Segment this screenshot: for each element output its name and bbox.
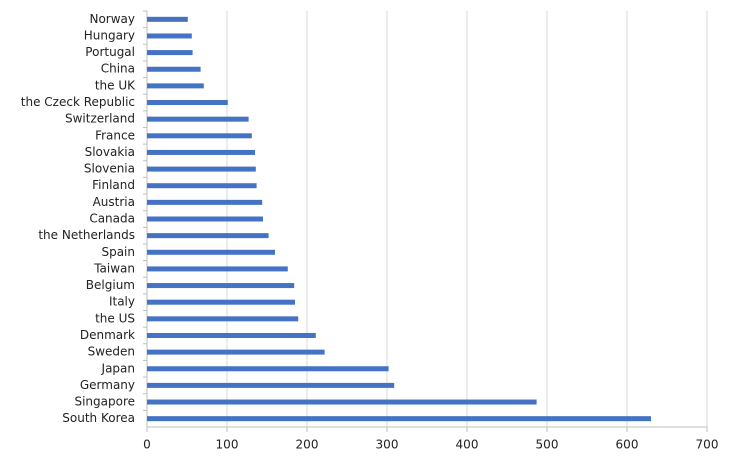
bar: [147, 66, 201, 72]
bar: [147, 332, 316, 338]
y-tick-label: Norway: [89, 12, 135, 26]
bar: [147, 100, 228, 106]
y-tick-label: Switzerland: [65, 112, 135, 126]
bar: [147, 249, 275, 255]
x-tick-label: 700: [696, 438, 719, 452]
y-tick-label: Denmark: [80, 328, 135, 342]
y-tick-label: Slovenia: [84, 162, 135, 176]
bar: [147, 399, 537, 405]
bar: [147, 316, 299, 322]
bar: [147, 83, 204, 89]
bar: [147, 199, 263, 205]
bar: [147, 416, 651, 422]
y-tick-label: the US: [95, 311, 135, 325]
y-tick-label: Italy: [109, 295, 135, 309]
y-tick-label: Hungary: [84, 28, 135, 42]
y-tick-label: South Korea: [62, 411, 135, 425]
x-tick-label: 500: [536, 438, 559, 452]
bar: [147, 216, 263, 222]
x-tick-label: 0: [143, 438, 151, 452]
y-tick-label: the UK: [95, 78, 136, 92]
bar: [147, 116, 249, 122]
y-tick-label: Finland: [92, 178, 135, 192]
y-tick-label: the Netherlands: [38, 228, 135, 242]
y-tick-label: Germany: [80, 378, 135, 392]
bar: [147, 266, 288, 272]
y-tick-label: Austria: [93, 195, 135, 209]
y-tick-label: France: [95, 128, 135, 142]
x-tick-label: 100: [216, 438, 239, 452]
bar: [147, 382, 395, 388]
bar: [147, 133, 252, 139]
y-tick-label: Taiwan: [93, 261, 135, 275]
y-tick-label: China: [101, 62, 135, 76]
y-tick-label: the Czeck Republic: [21, 95, 135, 109]
bar: [147, 366, 389, 372]
bar: [147, 149, 255, 155]
y-tick-label: Slovakia: [85, 145, 135, 159]
bar: [147, 233, 269, 239]
bar: [147, 166, 256, 172]
bar: [147, 33, 192, 39]
y-tick-label: Sweden: [88, 345, 135, 359]
y-tick-label: Canada: [89, 212, 135, 226]
bar: [147, 183, 257, 189]
y-tick-label: Belgium: [86, 278, 135, 292]
bar: [147, 299, 295, 305]
bar: [147, 16, 188, 22]
y-tick-label: Spain: [101, 245, 135, 259]
x-tick-label: 600: [616, 438, 639, 452]
bar: [147, 349, 325, 355]
y-tick-label: Portugal: [85, 45, 135, 59]
y-tick-label: Japan: [101, 361, 135, 375]
bar: [147, 50, 193, 56]
x-tick-label: 200: [296, 438, 319, 452]
x-tick-label: 300: [376, 438, 399, 452]
bar: [147, 283, 295, 289]
x-tick-label: 400: [456, 438, 479, 452]
y-tick-label: Singapore: [74, 395, 135, 409]
